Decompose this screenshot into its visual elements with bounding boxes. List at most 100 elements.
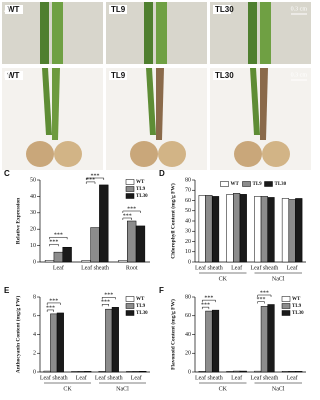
panel-letter: A [4, 5, 10, 14]
significance-label: *** [257, 297, 266, 303]
bar [81, 260, 91, 263]
bar [288, 371, 296, 373]
significance-bracket [201, 306, 210, 310]
y-axis-label: Chlorophyll Content (mg/g FW) [169, 183, 176, 259]
bar [233, 370, 241, 373]
significance-label: *** [54, 233, 63, 239]
significance-label: *** [104, 293, 113, 299]
seed [26, 141, 54, 167]
significance-bracket [85, 177, 105, 180]
bar [50, 313, 58, 373]
bar [281, 371, 290, 373]
significance-label: *** [201, 303, 210, 309]
stem [144, 2, 153, 64]
legend-swatch [125, 193, 135, 199]
significance-label: *** [49, 240, 58, 246]
y-tick-label: 4 [33, 332, 36, 338]
y-tick-label: 0 [33, 369, 36, 375]
significance-bracket [46, 309, 54, 312]
y-tick-label: 30 [185, 229, 191, 235]
bar [226, 371, 234, 373]
legend-swatch [125, 186, 135, 192]
leaf [250, 68, 260, 135]
bar [77, 371, 85, 373]
x-tick-label: Leaf sheath [250, 374, 278, 381]
y-tick-label: 40 [185, 332, 191, 338]
label-box [109, 71, 127, 80]
seed [54, 141, 82, 167]
bar [84, 371, 92, 373]
bar [44, 260, 55, 263]
y-tick-label: 20 [185, 351, 191, 357]
legend-swatch [125, 179, 135, 185]
bar [198, 371, 206, 373]
x-tick-label: Leaf sheath [81, 264, 109, 271]
significance-label: *** [91, 173, 100, 179]
x-tick-label: Leaf sheath [95, 374, 123, 381]
significance-bracket [49, 236, 68, 240]
bar [118, 260, 128, 263]
y-tick-label: 0 [33, 259, 36, 265]
x-tick-label: Leaf [131, 374, 142, 381]
significance-label: *** [123, 213, 132, 219]
significance-bracket [46, 302, 61, 305]
seed [234, 141, 262, 167]
bar [99, 184, 109, 263]
significance-bracket [201, 299, 216, 303]
legend-label: WT [136, 297, 145, 302]
panel-letter: E [4, 286, 10, 295]
y-tick-label: 30 [30, 210, 36, 216]
significance-bracket [101, 304, 109, 307]
x-tick-label: Leaf [287, 264, 298, 271]
bar [205, 310, 213, 373]
significance-label: *** [46, 305, 55, 311]
photo-label: TL30 [215, 5, 234, 14]
label-box [213, 5, 231, 14]
bar [105, 308, 113, 373]
group-label: CK [219, 386, 228, 392]
significance-bracket [101, 297, 116, 300]
panel-letter: B [4, 71, 10, 80]
group-label: CK [63, 386, 72, 392]
x-tick-label: Leaf [53, 264, 64, 271]
bar [43, 370, 51, 373]
legend-swatch [264, 181, 273, 187]
bar [135, 225, 146, 263]
legend-label: TL30 [292, 311, 304, 316]
group-label: CK [219, 276, 228, 282]
y-tick-label: 10 [185, 249, 191, 255]
legend-label: TL30 [136, 194, 148, 199]
x-tick-label: Leaf sheath [195, 374, 223, 381]
legend-swatch [281, 296, 291, 302]
bar [139, 371, 147, 373]
y-axis-label: Flavonoid Content (mg/g FW) [169, 299, 176, 370]
seed [262, 141, 290, 167]
y-tick-label: 8 [33, 294, 36, 300]
panel-letter: F [159, 286, 164, 295]
significance-label: *** [101, 300, 110, 306]
significance-bracket [49, 243, 59, 247]
legend-label: TL9 [253, 182, 263, 187]
photo-label: TL9 [111, 71, 126, 80]
x-tick-label: Leaf [287, 374, 298, 381]
y-tick-label: 20 [30, 227, 36, 233]
bar [267, 304, 275, 373]
x-tick-label: Leaf [76, 374, 87, 381]
bar [90, 227, 100, 263]
x-tick-label: Leaf sheath [250, 264, 278, 271]
bar [260, 196, 268, 263]
y-tick-label: 50 [185, 208, 191, 214]
bar [111, 307, 119, 373]
legend-swatch [220, 181, 229, 187]
legend-label: TL9 [292, 304, 302, 309]
bar [281, 198, 290, 263]
bar [254, 196, 262, 263]
legend-swatch [242, 181, 251, 187]
y-tick-label: 2 [33, 351, 36, 357]
legend-swatch [125, 303, 135, 309]
y-tick-label: 10 [30, 243, 36, 249]
significance-label: *** [127, 206, 136, 212]
label-box [5, 5, 23, 14]
bar [211, 309, 220, 373]
label-box [213, 71, 231, 80]
